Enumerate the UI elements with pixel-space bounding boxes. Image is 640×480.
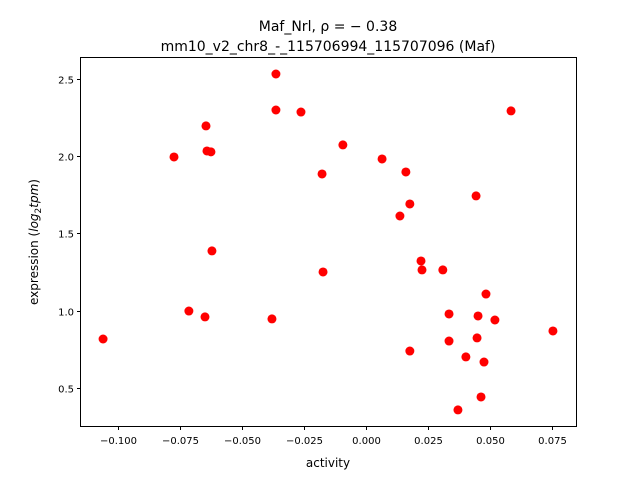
x-tick-label: −0.025 [286, 436, 323, 447]
axes-frame [80, 57, 577, 427]
chart-title-line1: Maf_Nrl, ρ = − 0.38 [259, 19, 397, 35]
data-point [444, 309, 454, 319]
data-point [200, 312, 210, 322]
x-axis-label: activity [306, 456, 350, 470]
data-point [476, 392, 486, 402]
data-point [318, 267, 328, 277]
data-point [206, 147, 216, 157]
data-point [169, 152, 179, 162]
y-tick-label: 2.5 [58, 76, 74, 87]
data-point [184, 306, 194, 316]
data-point [296, 107, 306, 117]
data-point [395, 211, 405, 221]
data-point [506, 106, 516, 116]
y-tick-label: 0.5 [58, 385, 74, 396]
data-point [416, 256, 426, 266]
data-point [401, 167, 411, 177]
y-axis-label: expression (log2tpm) [27, 179, 44, 305]
data-point [405, 199, 415, 209]
plot-area: −0.100 −0.075 −0.050 −0.025 0.000 0.025 0.050 0… [58, 69, 567, 447]
data-point [98, 334, 108, 344]
data-point [481, 289, 491, 299]
data-point [377, 154, 387, 164]
y-tick-label: 2.0 [58, 153, 74, 164]
x-tick-label: 0.075 [538, 436, 567, 447]
data-point [490, 315, 500, 325]
data-point [201, 121, 211, 131]
x-tick-label: 0.050 [476, 436, 505, 447]
data-point [479, 357, 489, 367]
data-point [338, 140, 348, 150]
data-point [207, 246, 217, 256]
data-point [271, 69, 281, 79]
data-point [317, 169, 327, 179]
data-point [444, 336, 454, 346]
chart-title-line2: mm10_v2_chr8_-_115706994_115707096 (Maf) [161, 39, 496, 55]
data-point [548, 326, 558, 336]
x-tick-label: 0.000 [352, 436, 381, 447]
data-point [472, 333, 482, 343]
data-point [453, 405, 463, 415]
data-point [271, 105, 281, 115]
data-point [405, 346, 415, 356]
y-tick-label: 1.5 [58, 230, 74, 241]
data-point [267, 314, 277, 324]
x-tick-label: −0.100 [100, 436, 137, 447]
x-tick-label: 0.025 [414, 436, 443, 447]
data-point [438, 265, 448, 275]
data-point [471, 191, 481, 201]
x-tick-label: −0.050 [224, 436, 261, 447]
data-point [461, 352, 471, 362]
data-point [417, 265, 427, 275]
y-tick-label: 1.0 [58, 308, 74, 319]
data-point [473, 311, 483, 321]
x-tick-label: −0.075 [162, 436, 199, 447]
